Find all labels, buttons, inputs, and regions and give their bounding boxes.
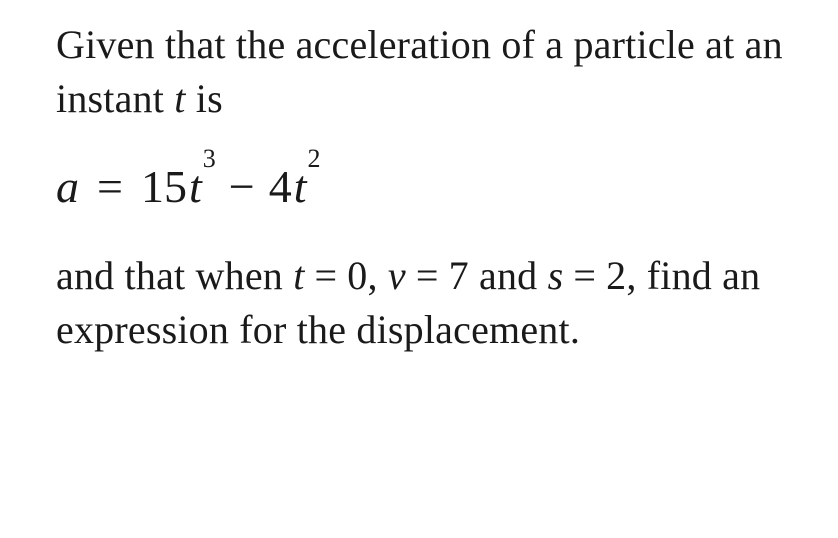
variable-t: t xyxy=(189,160,202,213)
intro-text-suffix: is xyxy=(186,76,223,121)
variable-s: s xyxy=(548,253,564,298)
term-15t3: 15t3 xyxy=(141,160,215,213)
exponent-2: 2 xyxy=(307,144,320,174)
problem-statement: Given that the acceleration of a particl… xyxy=(0,0,838,538)
variable-t: t xyxy=(293,253,304,298)
variable-t: t xyxy=(174,76,185,121)
value-0: 0 xyxy=(347,253,367,298)
intro-text-prefix: Given that the acceleration of a particl… xyxy=(56,22,783,121)
equals-sign: = xyxy=(573,253,596,298)
acceleration-equation: a = 15t3 − 4t2 xyxy=(56,160,830,213)
conditions-paragraph: and that when t=0, v=7 and s=2, find an … xyxy=(56,249,830,357)
value-2: 2 xyxy=(606,253,626,298)
condition-s-eq-2: s=2 xyxy=(548,253,627,298)
value-7: 7 xyxy=(449,253,469,298)
seg-and-that-when: and that when xyxy=(56,253,293,298)
minus-sign: − xyxy=(229,160,255,213)
condition-v-eq-7: v=7 xyxy=(388,253,469,298)
coef-4: 4 xyxy=(269,160,292,213)
seg-and: and xyxy=(469,253,548,298)
equals-sign: = xyxy=(97,160,123,213)
exponent-3: 3 xyxy=(203,144,216,174)
term-4t2: 4t2 xyxy=(269,160,320,213)
lhs-variable-a: a xyxy=(56,160,79,213)
condition-t-eq-0: t=0 xyxy=(293,253,367,298)
variable-v: v xyxy=(388,253,406,298)
comma: , xyxy=(367,253,387,298)
intro-paragraph: Given that the acceleration of a particl… xyxy=(56,18,830,126)
variable-t: t xyxy=(294,160,307,213)
equals-sign: = xyxy=(315,253,338,298)
equals-sign: = xyxy=(416,253,439,298)
coef-15: 15 xyxy=(141,160,187,213)
